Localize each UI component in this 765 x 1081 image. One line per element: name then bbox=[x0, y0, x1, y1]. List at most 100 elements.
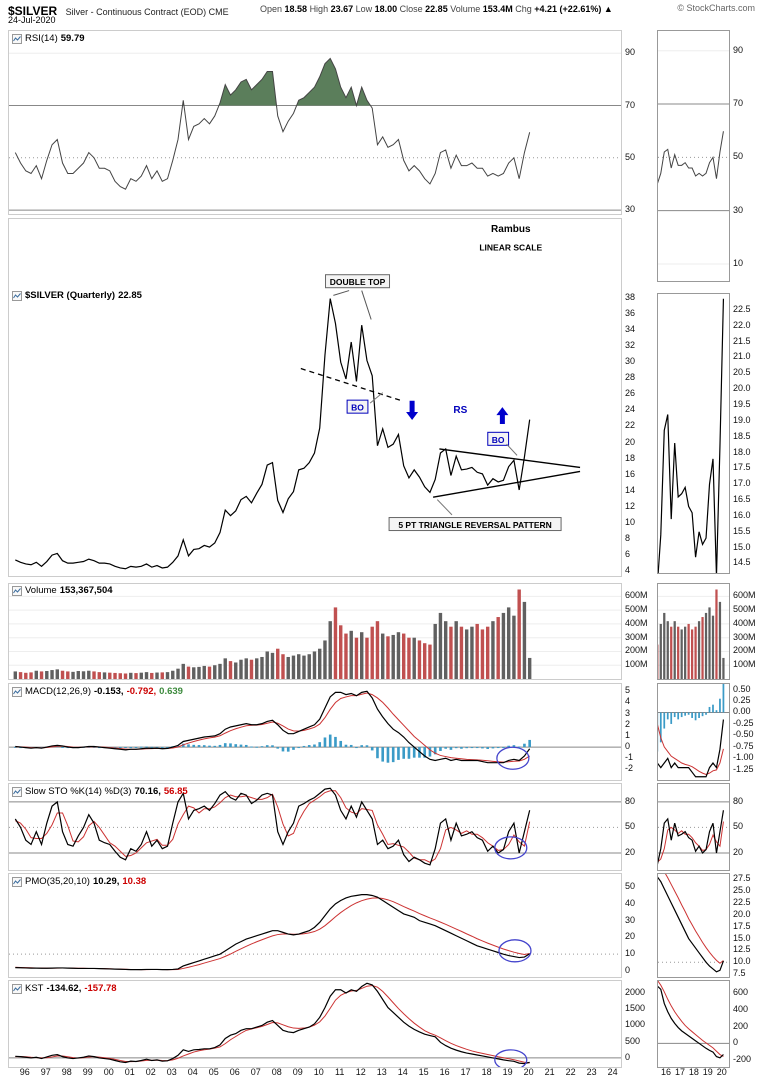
y-tick-label: 1 bbox=[625, 729, 631, 740]
indicator-icon bbox=[12, 786, 22, 797]
rsi-inset-chart bbox=[658, 50, 729, 265]
x-tick-label: 03 bbox=[166, 1067, 177, 1077]
y-tick-label: 16.5 bbox=[733, 494, 751, 505]
price-inset-y-axis: 22.5 22.0 21.5 21.0 20.5 20.0 19.5 19.0 18.5 18.0… bbox=[730, 293, 764, 572]
x-tick-label: 11 bbox=[335, 1067, 345, 1077]
macd-inset-chart bbox=[658, 684, 729, 778]
y-tick-label: 8 bbox=[625, 533, 631, 543]
y-tick-label: 2000 bbox=[625, 987, 646, 997]
volume-y-axis: 600M 500M 400M 300M 200M 100M bbox=[622, 583, 654, 678]
quote-value: 22.85 bbox=[425, 4, 451, 14]
stochastic-inset-panel bbox=[657, 783, 730, 871]
volume-main-chart bbox=[9, 589, 621, 679]
y-tick-label: 21.5 bbox=[733, 335, 751, 346]
indicator-icon bbox=[12, 983, 22, 994]
stochastic-label: Slow STO %K(14) %D(3) 70.16, 56.85 bbox=[12, 786, 188, 797]
y-tick-label: 2 bbox=[625, 718, 631, 729]
sto-main-chart bbox=[9, 787, 621, 866]
y-tick-label: 20.5 bbox=[733, 367, 751, 378]
panel-label-text: Volume bbox=[25, 585, 57, 596]
y-tick-label: 0 bbox=[625, 1051, 631, 1062]
y-tick-label: 10 bbox=[625, 948, 636, 959]
y-tick-label: 15.0 bbox=[733, 541, 751, 552]
y-tick-label: -0.50 bbox=[733, 729, 754, 740]
kst-main-chart bbox=[9, 982, 621, 1067]
x-tick-label: 07 bbox=[250, 1067, 261, 1077]
x-tick-label: 24 bbox=[607, 1067, 618, 1077]
panel-label-text: -157.78 bbox=[84, 983, 117, 994]
volume-inset-panel bbox=[657, 583, 730, 680]
macd-y-axis: 5 4 3 2 1 0 -1 -2 bbox=[622, 683, 654, 779]
volume-panel bbox=[8, 583, 622, 680]
stochastic-panel bbox=[8, 783, 622, 871]
price-main-chart: Rambus LINEAR SCALE DOUBLE TOP BO RS BO 5 PT T… bbox=[15, 224, 581, 570]
price-label: $SILVER (Quarterly) 22.85 bbox=[12, 290, 142, 301]
y-tick-label: 600M bbox=[625, 590, 648, 601]
quote-label: Close bbox=[399, 4, 426, 14]
svg-text:Rambus: Rambus bbox=[491, 224, 531, 235]
x-tick-label: 23 bbox=[586, 1067, 597, 1077]
y-tick-label: 50 bbox=[625, 151, 636, 162]
panel-label-text: -0.792, bbox=[126, 686, 157, 697]
y-tick-label: 5 bbox=[625, 685, 631, 696]
y-tick-label: 10 bbox=[733, 257, 744, 268]
y-tick-label: 300M bbox=[625, 631, 648, 642]
y-tick-label: 18 bbox=[625, 452, 636, 463]
panel-label-text: 153,367,504 bbox=[59, 585, 113, 596]
kst-inset-chart bbox=[658, 981, 729, 1059]
quote-label: Chg bbox=[515, 4, 535, 14]
panel-label-text: 10.38 bbox=[122, 876, 147, 887]
svg-text:BO: BO bbox=[351, 403, 364, 413]
panel-label-text: 22.85 bbox=[118, 290, 142, 301]
y-tick-label: 14.5 bbox=[733, 557, 751, 568]
y-tick-label: 17.5 bbox=[733, 462, 751, 473]
quote-label: Low bbox=[355, 4, 375, 14]
y-tick-label: 80 bbox=[625, 795, 636, 806]
y-tick-label: 200 bbox=[733, 1020, 749, 1031]
y-tick-label: 10 bbox=[625, 516, 636, 527]
panel-label-text: 0.639 bbox=[159, 686, 183, 697]
y-tick-label: 19.5 bbox=[733, 398, 751, 409]
x-tick-label: 17 bbox=[674, 1067, 685, 1077]
panel-label-text: $SILVER (Quarterly) bbox=[25, 290, 116, 301]
y-tick-label: 20 bbox=[625, 846, 636, 857]
y-tick-label: 20.0 bbox=[733, 383, 751, 394]
x-tick-label: 04 bbox=[187, 1067, 198, 1077]
stochastic-y-axis: 80 50 20 bbox=[622, 783, 654, 869]
y-tick-label: 0.00 bbox=[733, 706, 751, 717]
y-tick-label: 40 bbox=[625, 897, 636, 908]
y-tick-label: 28 bbox=[625, 372, 636, 383]
y-tick-label: 22.0 bbox=[733, 319, 751, 330]
x-tick-label: 16 bbox=[439, 1067, 450, 1077]
y-tick-label: 90 bbox=[625, 47, 636, 58]
y-tick-label: 80 bbox=[733, 795, 744, 806]
quote-value: 153.4M bbox=[482, 4, 516, 14]
panel-label-text: 59.79 bbox=[60, 33, 85, 44]
quote-value: 18.00 bbox=[374, 4, 400, 14]
y-tick-label: 500M bbox=[625, 604, 648, 615]
y-tick-label: 17.0 bbox=[733, 478, 751, 489]
y-tick-label: 400M bbox=[733, 617, 756, 628]
x-tick-label: 13 bbox=[376, 1067, 387, 1077]
price-inset-chart bbox=[658, 298, 725, 573]
x-tick-label: 08 bbox=[271, 1067, 282, 1077]
y-tick-label: 30 bbox=[625, 356, 636, 367]
y-tick-label: 22 bbox=[625, 420, 636, 431]
x-tick-label: 18 bbox=[688, 1067, 699, 1077]
panel-label-text: RSI(14) bbox=[25, 33, 58, 44]
kst-inset-y-axis: 600 400 200 0 -200 bbox=[730, 980, 764, 1066]
y-tick-label: 16 bbox=[625, 468, 636, 479]
rsi-inset-panel bbox=[657, 30, 730, 282]
y-tick-label: 18.0 bbox=[733, 446, 751, 457]
pmo-label: PMO(35,20,10) 10.29, 10.38 bbox=[12, 876, 146, 887]
y-tick-label: 4 bbox=[625, 696, 631, 707]
panel-label-text: -0.153, bbox=[94, 686, 124, 697]
x-tick-label: 10 bbox=[313, 1067, 324, 1077]
y-tick-label: 50 bbox=[733, 151, 744, 162]
y-tick-label: 12 bbox=[625, 500, 636, 511]
panel-label-text: Slow STO %K(14) %D(3) bbox=[25, 786, 132, 797]
panel-label-text: 70.16, bbox=[134, 786, 161, 797]
x-tick-label: 18 bbox=[481, 1067, 492, 1077]
y-tick-label: 38 bbox=[625, 291, 636, 302]
